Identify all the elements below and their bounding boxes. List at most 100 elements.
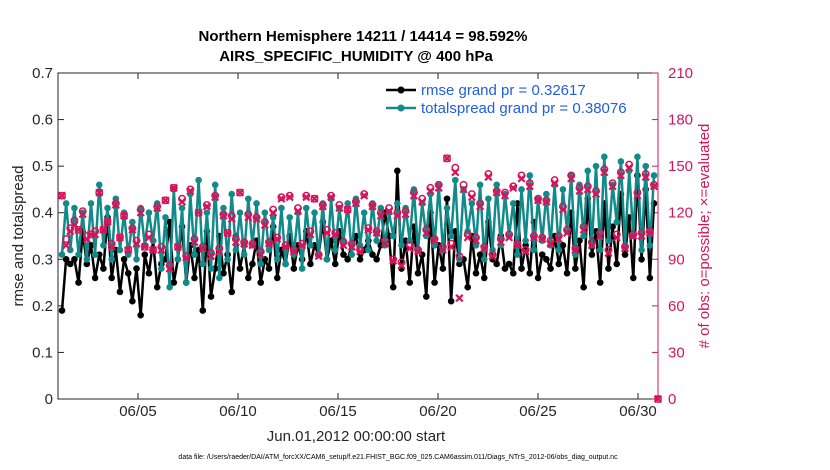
rmse-point [100, 265, 107, 272]
evaluated-obs-point [616, 171, 625, 180]
y-axis-label-right: # of obs: o=possible; ×=evaluated [696, 124, 713, 349]
evaluated-obs-point [529, 233, 539, 242]
rmse-point [191, 274, 198, 282]
totalspread-point [228, 190, 236, 198]
evaluated-obs-point [389, 256, 398, 265]
rmse-point [265, 265, 273, 272]
evaluated-obs-point [202, 202, 211, 211]
possible-obs-point [219, 210, 228, 219]
possible-obs-point [492, 187, 501, 195]
evaluated-obs-point [372, 228, 381, 237]
legend-spread-marker [397, 104, 405, 112]
possible-obs-point [194, 208, 203, 217]
totalspread-point [596, 246, 604, 254]
possible-obs-point [198, 242, 207, 251]
evaluated-obs-point [629, 231, 638, 241]
evaluated-obs-point [488, 252, 497, 261]
x-axis-label: Jun.01,2012 00:00:00 start [267, 428, 446, 445]
evaluated-obs-point [177, 197, 187, 206]
evaluated-obs-point [496, 238, 505, 247]
totalspread-point [509, 200, 517, 207]
rmse-point [472, 269, 480, 277]
possible-obs-point [356, 246, 365, 254]
possible-obs-point [236, 188, 244, 197]
rmse-point [331, 260, 339, 268]
evaluated-obs-point [558, 205, 568, 214]
evaluated-obs-point [633, 191, 642, 200]
evaluated-obs-point [165, 264, 174, 273]
rmse-point [137, 311, 144, 319]
evaluated-obs-point [227, 214, 236, 224]
rmse-point [199, 307, 207, 314]
rmse-point [145, 269, 153, 277]
totalspread-point [178, 204, 186, 212]
rmse-point [464, 283, 472, 291]
totalspread-point [116, 246, 124, 254]
evaluated-obs-point [418, 197, 427, 206]
possible-obs-point [265, 238, 273, 247]
x-axis-ticks: 06/05 06/10 06/15 06/20 06/25 06/30 [119, 73, 657, 420]
possible-obs-point [645, 227, 654, 236]
evaluated-obs-point [600, 168, 609, 177]
totalspread-point [261, 209, 269, 217]
evaluated-obs-point [293, 207, 303, 216]
evaluated-obs-point [525, 182, 534, 191]
totalspread-point [273, 255, 281, 263]
possible-obs-point [273, 233, 282, 242]
totalspread-point [348, 251, 356, 258]
y-tick-label: 0.3 [32, 251, 53, 268]
totalspread-point [158, 265, 165, 272]
totalspread-point [518, 186, 525, 193]
evaluated-obs-point [521, 247, 530, 256]
totalspread-point [145, 209, 153, 217]
y-right-tick-label: 60 [668, 298, 685, 315]
possible-obs-point [248, 239, 257, 248]
totalspread-point [191, 251, 198, 258]
evaluated-obs-point [534, 196, 543, 205]
left-axis-ticks: 0 0.1 0.2 0.3 0.4 0.5 0.6 0.7 [32, 65, 64, 408]
possible-obs-point [521, 246, 530, 254]
totalspread-point [91, 251, 99, 258]
totalspread-point [302, 204, 310, 212]
possible-obs-point [285, 191, 294, 200]
totalspread-point [646, 242, 654, 249]
possible-obs-point [621, 242, 629, 251]
rmse-point [456, 260, 463, 268]
evaluated-obs-point [186, 186, 195, 196]
rmse-point [538, 251, 546, 258]
rmse-point [340, 251, 347, 258]
possible-obs-point [368, 201, 377, 209]
rmse-point [87, 242, 95, 249]
evaluated-obs-point [310, 194, 319, 203]
x-tick-label: 06/15 [319, 403, 357, 420]
possible-obs-point [211, 191, 220, 200]
evaluated-obs-point [62, 241, 71, 250]
legend-rmse-marker [397, 86, 405, 94]
rmse-point [129, 297, 136, 305]
evaluated-obs-point [604, 248, 613, 258]
evaluated-obs-point [542, 197, 551, 206]
rmse-point [75, 279, 82, 286]
evaluated-obs-point [641, 172, 650, 182]
y-right-tick-label: 30 [668, 344, 685, 361]
possible-obs-point [314, 250, 323, 259]
totalspread-point [476, 181, 484, 189]
evaluated-obs-point [554, 235, 563, 244]
rmse-point [356, 255, 364, 263]
possible-obs-point [534, 194, 543, 203]
possible-obs-point [331, 228, 340, 237]
rmse-point [493, 260, 500, 268]
evaluated-obs-point [318, 202, 327, 211]
y-right-tick-label: 210 [668, 65, 693, 82]
evaluated-obs-point [103, 217, 112, 227]
evaluated-obs-point [124, 245, 133, 255]
possible-obs-point [186, 185, 195, 194]
evaluated-obs-point [190, 238, 199, 247]
totalspread-point [278, 204, 285, 212]
possible-obs-point [310, 194, 319, 203]
rmse-point [563, 269, 571, 277]
possible-obs-point [240, 238, 249, 247]
totalspread-point [522, 237, 529, 244]
possible-obs-point [252, 213, 261, 222]
rmse-point [423, 293, 430, 300]
